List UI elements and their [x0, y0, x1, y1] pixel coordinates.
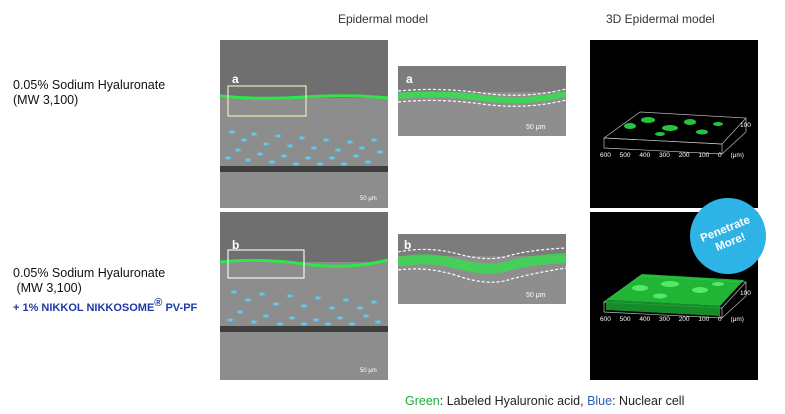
zoom-b: b 50 μm	[398, 234, 566, 304]
micrograph-a-image	[220, 40, 388, 208]
tick-a-0: 0	[718, 152, 722, 159]
caption-blue-desc: : Nuclear cell	[612, 394, 685, 408]
row-b-label: 0.05% Sodium Hyaluronate (MW 3,100) + 1%…	[13, 266, 197, 316]
unit-a: (μm)	[730, 152, 744, 159]
tick-b-200: 200	[678, 316, 690, 323]
tick-b-500: 500	[619, 316, 631, 323]
tick-b-100: 100	[698, 316, 710, 323]
zoom-a: a 50 μm	[398, 66, 566, 136]
pvpf-text: PV-PF	[162, 302, 198, 315]
zoom-a-letter: a	[406, 72, 413, 86]
micrograph-a-scale: 50 μm	[360, 196, 377, 202]
zoom-a-scale: 50 μm	[526, 124, 546, 131]
tick-a-200: 200	[678, 152, 690, 159]
row-b-label-line2: (MW 3,100)	[13, 281, 82, 295]
tick-a-600: 600	[600, 152, 611, 159]
3d-panel-a: 600 500 400 300 200 100 0 (μm) 100	[590, 40, 758, 208]
micrograph-a: a 50 μm	[220, 40, 388, 208]
tick-b-0: 0	[718, 316, 722, 323]
3d-panel-b-image	[602, 274, 747, 319]
zoom-b-image	[398, 234, 566, 283]
micrograph-b: b 50 μm	[220, 212, 388, 380]
tick-b-400: 400	[639, 316, 651, 323]
3d-b-z-axis: 100	[740, 290, 751, 297]
caption-green-desc: : Labeled Hyaluronic acid,	[439, 394, 588, 408]
row-a-label: 0.05% Sodium Hyaluronate (MW 3,100)	[13, 78, 165, 108]
nikkosome-text: + 1% NIKKOL NIKKOSOME	[13, 302, 155, 315]
tick-a-300: 300	[659, 152, 670, 159]
caption-green-word: Green	[405, 394, 440, 408]
epidermal-model-header: Epidermal model	[338, 12, 429, 26]
row-b-label-line3: + 1% NIKKOL NIKKOSOME® PV-PF	[13, 296, 197, 316]
3d-epidermal-model-header: 3D Epidermal model	[606, 12, 715, 26]
registered-mark: ®	[154, 297, 163, 309]
3d-b-x-axis: 600 500 400 300 200 100 0 (μm)	[600, 316, 744, 323]
tick-b-600: 600	[600, 316, 611, 323]
micrograph-b-image	[220, 212, 388, 380]
micrograph-b-scale: 50 μm	[360, 368, 377, 374]
tick-a-400: 400	[639, 152, 651, 159]
zoom-b-scale: 50 μm	[526, 292, 546, 299]
unit-b: (μm)	[730, 316, 744, 323]
legend-caption: Green: Labeled Hyaluronic acid, Blue: Nu…	[405, 394, 684, 408]
zoom-b-letter: b	[404, 238, 412, 252]
row-a-label-line1: 0.05% Sodium Hyaluronate	[13, 78, 166, 92]
3d-panel-b: 600 500 400 300 200 100 0 (μm) 100	[590, 212, 758, 380]
caption-blue-word: Blue	[587, 394, 613, 408]
zoom-a-image	[398, 66, 566, 107]
tick-a-100: 100	[698, 152, 710, 159]
tick-a-500: 500	[619, 152, 631, 159]
row-b-label-line1: 0.05% Sodium Hyaluronate	[13, 266, 166, 280]
3d-a-x-axis: 600 500 400 300 200 100 0 (μm)	[600, 152, 744, 159]
micrograph-b-letter: b	[232, 238, 240, 252]
tick-b-300: 300	[659, 316, 670, 323]
row-a-label-line2: (MW 3,100)	[13, 93, 79, 107]
3d-a-z-axis: 100	[740, 122, 751, 129]
3d-panel-a-image	[602, 111, 747, 155]
micrograph-a-letter: a	[232, 72, 239, 86]
